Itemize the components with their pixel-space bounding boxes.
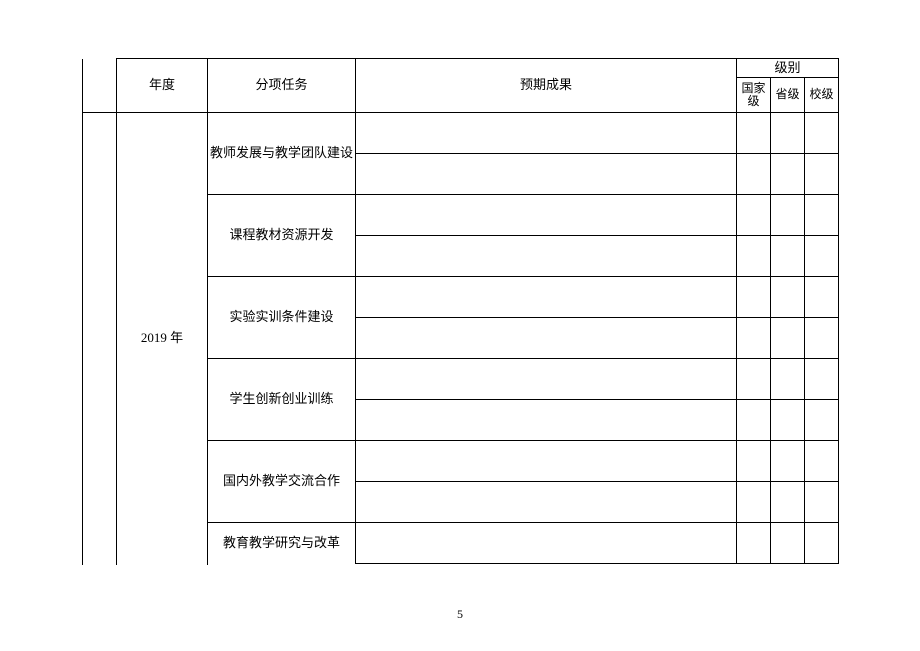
- level-cell: [771, 318, 805, 359]
- task-cell: 教师发展与教学团队建设: [208, 113, 356, 195]
- level-cell: [805, 195, 839, 236]
- level-cell: [771, 564, 805, 565]
- level-cell: [737, 359, 771, 400]
- result-cell: [356, 523, 737, 564]
- level-cell: [805, 236, 839, 277]
- level-cell: [771, 523, 805, 564]
- result-cell: [356, 154, 737, 195]
- level-header-national: 国家级: [737, 78, 771, 113]
- level-cell: [737, 277, 771, 318]
- level-cell: [771, 482, 805, 523]
- level-cell: [771, 154, 805, 195]
- task-cell: 学生创新创业训练: [208, 359, 356, 441]
- level-cell: [737, 441, 771, 482]
- level-cell: [737, 236, 771, 277]
- result-cell: [356, 113, 737, 154]
- level-cell: [805, 277, 839, 318]
- level-cell: [771, 236, 805, 277]
- result-cell: [356, 482, 737, 523]
- level-cell: [737, 154, 771, 195]
- document-page: 年度 分项任务 预期成果 级别 国家级 省级 校级 2019 年 教师发展与教学…: [82, 58, 838, 564]
- level-header-province: 省级: [771, 78, 805, 113]
- task-cell: 教育教学研究与改革: [208, 523, 356, 565]
- level-header-school: 校级: [805, 78, 839, 113]
- level-cell: [805, 523, 839, 564]
- result-cell: [356, 318, 737, 359]
- result-cell: [356, 441, 737, 482]
- level-group-header: 级别: [737, 59, 839, 78]
- level-cell: [805, 441, 839, 482]
- level-cell: [737, 318, 771, 359]
- result-cell: [356, 564, 737, 565]
- level-cell: [737, 195, 771, 236]
- year-cell: 2019 年: [117, 113, 208, 565]
- page-number: 5: [0, 607, 920, 622]
- level-cell: [805, 318, 839, 359]
- level-cell: [771, 277, 805, 318]
- level-cell: [771, 359, 805, 400]
- table-row: 2019 年 教师发展与教学团队建设: [83, 113, 839, 154]
- result-cell: [356, 195, 737, 236]
- level-cell: [737, 400, 771, 441]
- task-cell: 国内外教学交流合作: [208, 441, 356, 523]
- level-cell: [771, 441, 805, 482]
- result-cell: [356, 277, 737, 318]
- level-cell: [771, 113, 805, 154]
- level-cell: [771, 195, 805, 236]
- level-cell: [737, 113, 771, 154]
- level-cell: [805, 564, 839, 565]
- table-header-row: 年度 分项任务 预期成果 级别: [83, 59, 839, 78]
- blank-cell: [83, 113, 117, 565]
- level-cell: [805, 400, 839, 441]
- level-cell: [737, 482, 771, 523]
- result-header: 预期成果: [356, 59, 737, 113]
- result-cell: [356, 359, 737, 400]
- result-cell: [356, 400, 737, 441]
- level-cell: [805, 113, 839, 154]
- level-cell: [805, 359, 839, 400]
- level-cell: [737, 564, 771, 565]
- level-cell: [805, 154, 839, 195]
- plan-table: 年度 分项任务 预期成果 级别 国家级 省级 校级 2019 年 教师发展与教学…: [82, 58, 839, 564]
- result-cell: [356, 236, 737, 277]
- blank-header: [83, 59, 117, 113]
- task-cell: 实验实训条件建设: [208, 277, 356, 359]
- task-cell: 课程教材资源开发: [208, 195, 356, 277]
- level-cell: [737, 523, 771, 564]
- level-cell: [771, 400, 805, 441]
- year-header: 年度: [117, 59, 208, 113]
- level-cell: [805, 482, 839, 523]
- task-header: 分项任务: [208, 59, 356, 113]
